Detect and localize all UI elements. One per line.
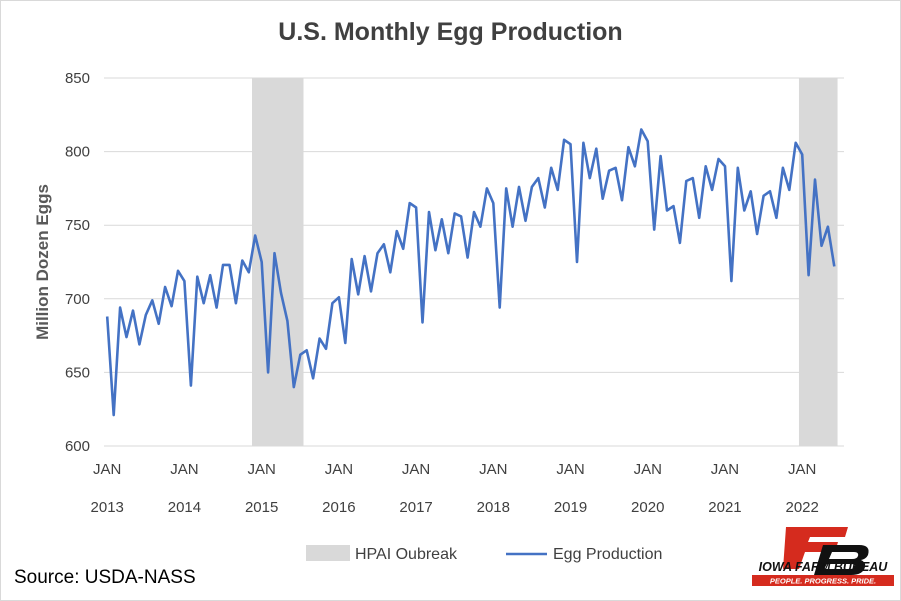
x-tick-year-2019: 2019 <box>554 499 587 516</box>
y-tick-label-650: 650 <box>65 364 90 381</box>
chart-title: U.S. Monthly Egg Production <box>278 18 623 46</box>
x-tick-year-2014: 2014 <box>168 499 201 516</box>
hpai-shade-1 <box>798 78 838 446</box>
legend-swatch-hpai <box>306 545 350 561</box>
x-tick-month-2016: JAN <box>325 461 353 478</box>
x-tick-year-2022: 2022 <box>785 499 818 516</box>
hpai-shade-0 <box>252 78 304 446</box>
source-note: Source: USDA-NASS <box>14 567 196 588</box>
x-tick-month-2018: JAN <box>479 461 507 478</box>
logo-tagline: PEOPLE. PROGRESS. PRIDE. <box>770 577 876 586</box>
x-tick-month-2015: JAN <box>247 461 275 478</box>
x-tick-month-2013: JAN <box>93 461 121 478</box>
x-tick-year-2021: 2021 <box>708 499 741 516</box>
x-tick-year-2016: 2016 <box>322 499 355 516</box>
x-tick-month-2022: JAN <box>788 461 816 478</box>
y-tick-label-700: 700 <box>65 291 90 308</box>
legend-label-egg-production: Egg Production <box>553 546 662 563</box>
x-tick-month-2020: JAN <box>634 461 662 478</box>
y-tick-label-850: 850 <box>65 70 90 87</box>
y-tick-label-800: 800 <box>65 144 90 161</box>
y-tick-label-600: 600 <box>65 438 90 455</box>
x-tick-month-2021: JAN <box>711 461 739 478</box>
x-tick-month-2017: JAN <box>402 461 430 478</box>
logo-b-mark <box>814 545 869 575</box>
y-tick-label-750: 750 <box>65 217 90 234</box>
x-tick-year-2015: 2015 <box>245 499 278 516</box>
y-axis-label: Million Dozen Eggs <box>33 184 52 340</box>
iowa-farm-bureau-logo: IOWA FARM BUREAU PEOPLE. PROGRESS. PRIDE… <box>752 527 894 586</box>
legend-label-hpai: HPAI Oubreak <box>355 546 458 563</box>
egg-production-line <box>105 128 836 417</box>
x-tick-month-2019: JAN <box>556 461 584 478</box>
x-tick-year-2013: 2013 <box>91 499 124 516</box>
x-tick-month-2014: JAN <box>170 461 198 478</box>
logo-f-mark <box>783 527 848 569</box>
logo-tagline-bar <box>752 575 894 586</box>
x-tick-year-2020: 2020 <box>631 499 664 516</box>
x-tick-year-2018: 2018 <box>477 499 510 516</box>
x-tick-year-2017: 2017 <box>399 499 432 516</box>
logo-name: IOWA FARM BUREAU <box>759 560 889 574</box>
